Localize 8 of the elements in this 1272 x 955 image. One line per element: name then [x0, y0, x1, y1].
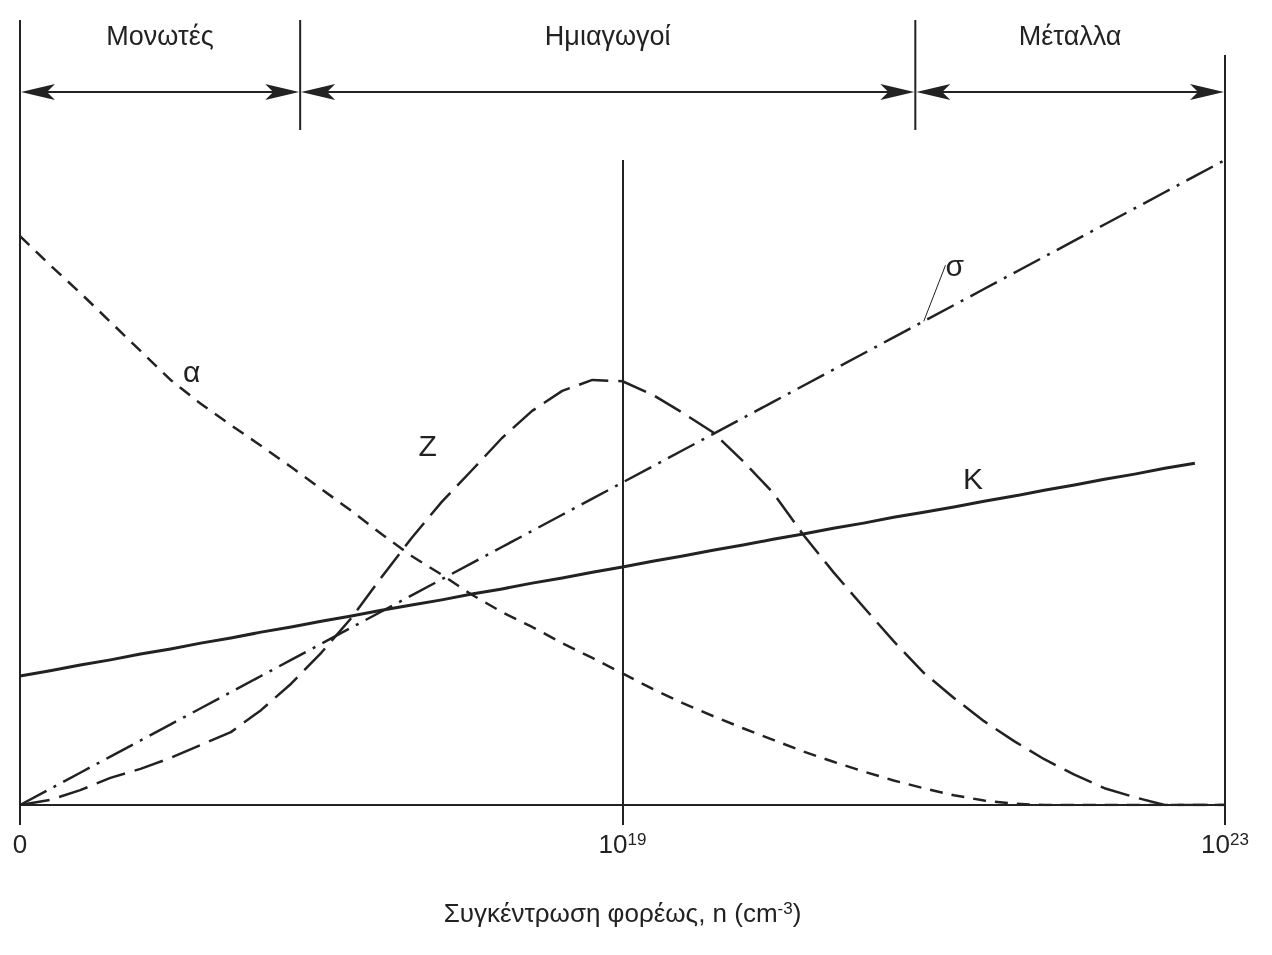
text: Μονωτές: [106, 21, 214, 51]
series-label: α: [182, 355, 201, 389]
text: Ημιαγωγοί: [544, 21, 671, 51]
x-tick-label: 0: [12, 829, 28, 859]
series-label: Z: [418, 429, 437, 463]
series-label: K: [962, 461, 983, 495]
text: Μέταλλα: [1018, 21, 1122, 51]
series-label: σ: [945, 248, 965, 282]
